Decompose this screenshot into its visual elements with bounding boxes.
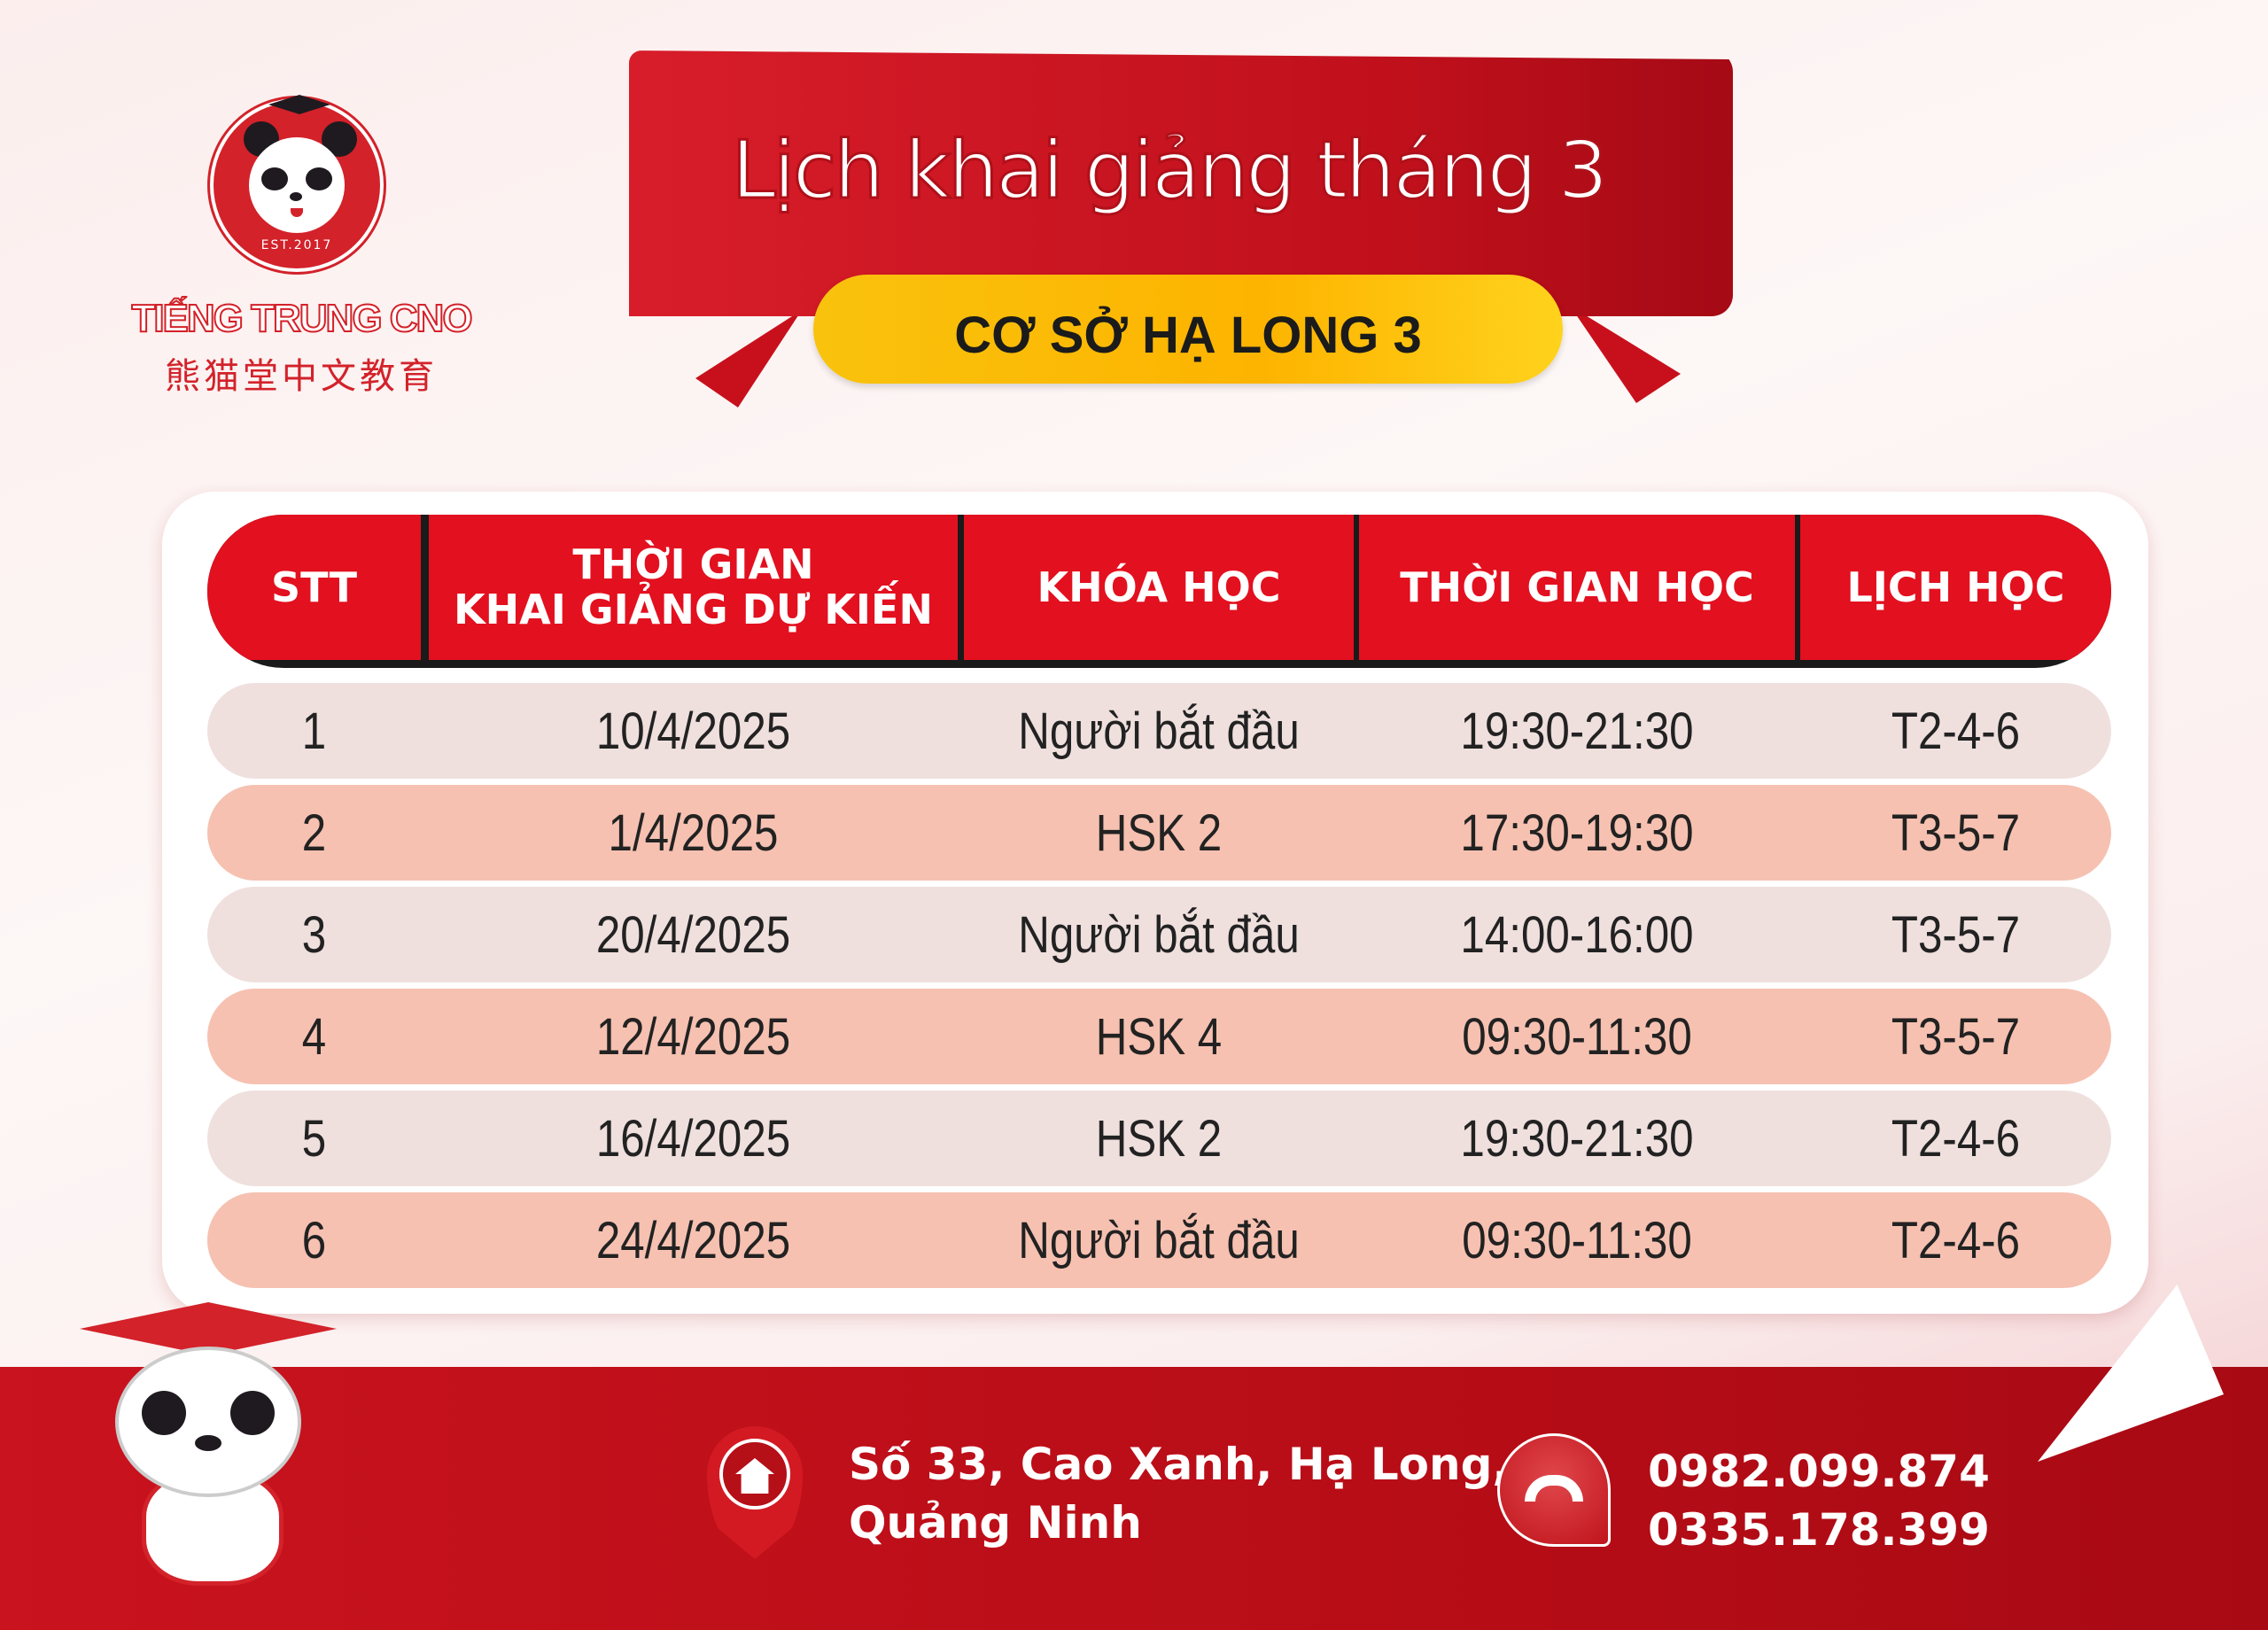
cell-start-date: 24/4/2025 (595, 1211, 791, 1269)
cell-stt: 2 (301, 803, 327, 862)
table-row: 2 1/4/2025 HSK 2 17:30-19:30 T3-5-7 (207, 785, 2111, 881)
cell-start-date: 16/4/2025 (595, 1109, 791, 1168)
column-header-schedule: LỊCH HỌC (1800, 515, 2111, 660)
brand-logo: EST.2017 (210, 95, 384, 272)
footer-band (0, 1367, 2268, 1630)
table-row: 4 12/4/2025 HSK 4 09:30-11:30 T3-5-7 (207, 989, 2111, 1084)
table-row: 6 24/4/2025 Người bắt đầu 09:30-11:30 T2-4-6 (207, 1192, 2111, 1288)
cell-schedule: T2-4-6 (1891, 1109, 2021, 1168)
cell-course: HSK 4 (1095, 1007, 1223, 1066)
table-header: STT THỜI GIAN KHAI GIẢNG DỰ KIẾN KHÓA HỌ… (207, 515, 2111, 668)
cell-class-time: 09:30-11:30 (1462, 1211, 1692, 1269)
cell-class-time: 19:30-21:30 (1460, 702, 1694, 760)
phone-bubble-icon (1497, 1433, 1611, 1547)
column-header-start-date: THỜI GIAN KHAI GIẢNG DỰ KIẾN (429, 515, 958, 660)
location-badge (813, 275, 1563, 384)
brand-chinese-name: 熊猫堂中文教育 (165, 356, 438, 397)
ribbon-left (695, 310, 802, 408)
address-line-2: Quảng Ninh (849, 1497, 1142, 1548)
cell-start-date: 20/4/2025 (595, 905, 791, 964)
panda-eye (306, 167, 332, 190)
panda-eye (261, 167, 288, 190)
cell-class-time: 17:30-19:30 (1460, 803, 1694, 862)
cell-course: Người bắt đầu (1018, 905, 1300, 964)
phone-number-1[interactable]: 0982.099.874 (1648, 1446, 1990, 1497)
column-header-stt: STT (207, 515, 421, 660)
cell-start-date: 10/4/2025 (595, 702, 791, 760)
cell-start-date: 1/4/2025 (608, 803, 779, 862)
cell-class-time: 09:30-11:30 (1462, 1007, 1692, 1066)
cell-course: Người bắt đầu (1018, 1211, 1300, 1269)
title-banner (629, 50, 1733, 316)
table-row: 5 16/4/2025 HSK 2 19:30-21:30 T2-4-6 (207, 1091, 2111, 1186)
table-row: 3 20/4/2025 Người bắt đầu 14:00-16:00 T3-5-7 (207, 887, 2111, 982)
cell-course: HSK 2 (1095, 803, 1223, 862)
phone-number-2[interactable]: 0335.178.399 (1648, 1504, 1990, 1556)
cell-class-time: 14:00-16:00 (1460, 905, 1694, 964)
cell-class-time: 19:30-21:30 (1460, 1109, 1694, 1168)
column-header-class-time: THỜI GIAN HỌC (1359, 515, 1795, 660)
panda-nose (290, 192, 302, 201)
ribbon-right (1570, 306, 1681, 403)
cell-start-date: 12/4/2025 (595, 1007, 791, 1066)
column-header-course: KHÓA HỌC (964, 515, 1354, 660)
cell-schedule: T3-5-7 (1891, 905, 2021, 964)
cell-schedule: T3-5-7 (1891, 803, 2021, 862)
graduation-cap-icon (268, 95, 330, 114)
panda-face-icon (249, 137, 345, 233)
table-row: 1 10/4/2025 Người bắt đầu 19:30-21:30 T2-4-6 (207, 683, 2111, 779)
cell-stt: 4 (301, 1007, 327, 1066)
panda-mascot (62, 1302, 346, 1595)
cell-course: HSK 2 (1095, 1109, 1223, 1168)
location-label: CƠ SỞ HẠ LONG 3 (954, 307, 1422, 364)
cell-stt: 5 (301, 1109, 327, 1168)
brand-name: TIẾNG TRUNG CNO (130, 296, 473, 341)
cell-schedule: T2-4-6 (1891, 702, 2021, 760)
cell-stt: 3 (301, 905, 327, 964)
address-line-1: Số 33, Cao Xanh, Hạ Long, (849, 1439, 1510, 1490)
cell-stt: 1 (301, 702, 327, 760)
brand-established: EST.2017 (260, 238, 333, 252)
cell-stt: 6 (301, 1211, 327, 1269)
panda-tongue (291, 208, 303, 217)
cell-course: Người bắt đầu (1018, 702, 1300, 760)
cell-schedule: T2-4-6 (1891, 1211, 2021, 1269)
page-title: Lịch khai giảng tháng 3 (730, 123, 1610, 219)
cell-schedule: T3-5-7 (1891, 1007, 2021, 1066)
